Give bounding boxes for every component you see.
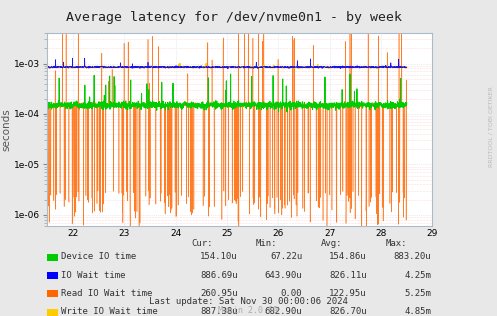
Text: Last update: Sat Nov 30 00:00:06 2024: Last update: Sat Nov 30 00:00:06 2024	[149, 297, 348, 306]
Text: Min:: Min:	[256, 239, 277, 247]
Y-axis label: seconds: seconds	[1, 108, 11, 151]
Text: 5.25m: 5.25m	[405, 289, 431, 298]
Text: 154.86u: 154.86u	[329, 252, 367, 261]
Text: 886.69u: 886.69u	[200, 271, 238, 280]
Text: 4.85m: 4.85m	[405, 307, 431, 316]
Text: IO Wait time: IO Wait time	[61, 271, 126, 280]
Text: 260.95u: 260.95u	[200, 289, 238, 298]
Text: Write IO Wait time: Write IO Wait time	[61, 307, 158, 316]
Text: 154.10u: 154.10u	[200, 252, 238, 261]
Text: Average latency for /dev/nvme0n1 - by week: Average latency for /dev/nvme0n1 - by we…	[66, 11, 402, 24]
Text: Device IO time: Device IO time	[61, 252, 136, 261]
Text: 67.22u: 67.22u	[270, 252, 302, 261]
Text: 826.11u: 826.11u	[329, 271, 367, 280]
Text: Munin 2.0.69: Munin 2.0.69	[219, 307, 278, 315]
Text: 122.95u: 122.95u	[329, 289, 367, 298]
Text: RRDTOOL / TOBI OETIKER: RRDTOOL / TOBI OETIKER	[488, 86, 493, 167]
Text: 887.38u: 887.38u	[200, 307, 238, 316]
Text: 826.70u: 826.70u	[329, 307, 367, 316]
Text: Read IO Wait time: Read IO Wait time	[61, 289, 153, 298]
Text: Avg:: Avg:	[321, 239, 342, 247]
Text: Cur:: Cur:	[191, 239, 213, 247]
Text: Max:: Max:	[385, 239, 407, 247]
Text: 682.90u: 682.90u	[264, 307, 302, 316]
Text: 0.00: 0.00	[281, 289, 302, 298]
Text: 883.20u: 883.20u	[394, 252, 431, 261]
Text: 4.25m: 4.25m	[405, 271, 431, 280]
Text: 643.90u: 643.90u	[264, 271, 302, 280]
